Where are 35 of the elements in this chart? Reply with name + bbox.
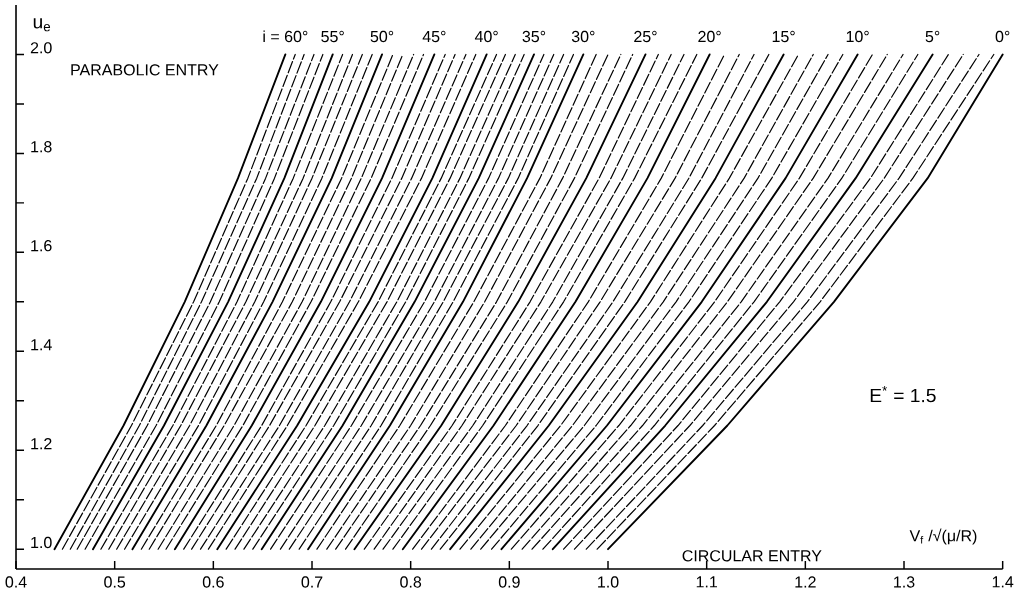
x-tick-label: 0.7 [301, 576, 323, 588]
series-label: 20° [698, 30, 721, 43]
y-tick-label: 1.0 [31, 536, 52, 549]
x-tick-label: 1.3 [894, 576, 915, 588]
x-tick-label: 0.4 [5, 576, 27, 588]
series-label: 10° [846, 30, 869, 43]
y-axis-title: u$_{e}$ [33, 18, 51, 32]
x-tick-label: 1.2 [795, 576, 816, 588]
x-tick-label: 0.5 [104, 576, 126, 588]
series-label: 55° [321, 30, 344, 43]
series-label: 35° [522, 30, 546, 43]
x-tick-label: 0.6 [202, 576, 224, 588]
y-tick-label: 1.2 [31, 438, 52, 450]
series-label: i = 60° [263, 30, 308, 43]
x-tick-label: 1.4 [992, 576, 1014, 588]
series-label: 50° [370, 30, 394, 43]
annotation: CIRCULAR ENTRY [682, 550, 822, 562]
annotation: PARABOLIC ENTRY [71, 64, 219, 76]
annotation: E$^{*}$ = 1.5 [870, 385, 936, 403]
series-label: 0° [995, 30, 1010, 43]
series-label: 40° [474, 30, 498, 43]
series-label: 30° [571, 30, 595, 43]
y-tick-label: 1.6 [31, 240, 52, 252]
y-tick-label: 1.4 [31, 339, 52, 351]
series-label: 45° [422, 30, 446, 43]
x-tick-label: 1.1 [696, 576, 718, 588]
series-label: 15° [772, 30, 795, 43]
x-tick-label: 1.0 [598, 576, 619, 588]
series-label: 25° [634, 30, 657, 43]
y-tick-label: 2.0 [30, 42, 52, 54]
x-tick-label: 0.9 [498, 576, 520, 588]
y-tick-label: 1.8 [31, 141, 52, 153]
series-label: 5° [925, 30, 940, 43]
x-tick-label: 0.8 [400, 576, 422, 588]
x-axis-title: V$_{f}$ /√(μ/R) [909, 528, 977, 545]
